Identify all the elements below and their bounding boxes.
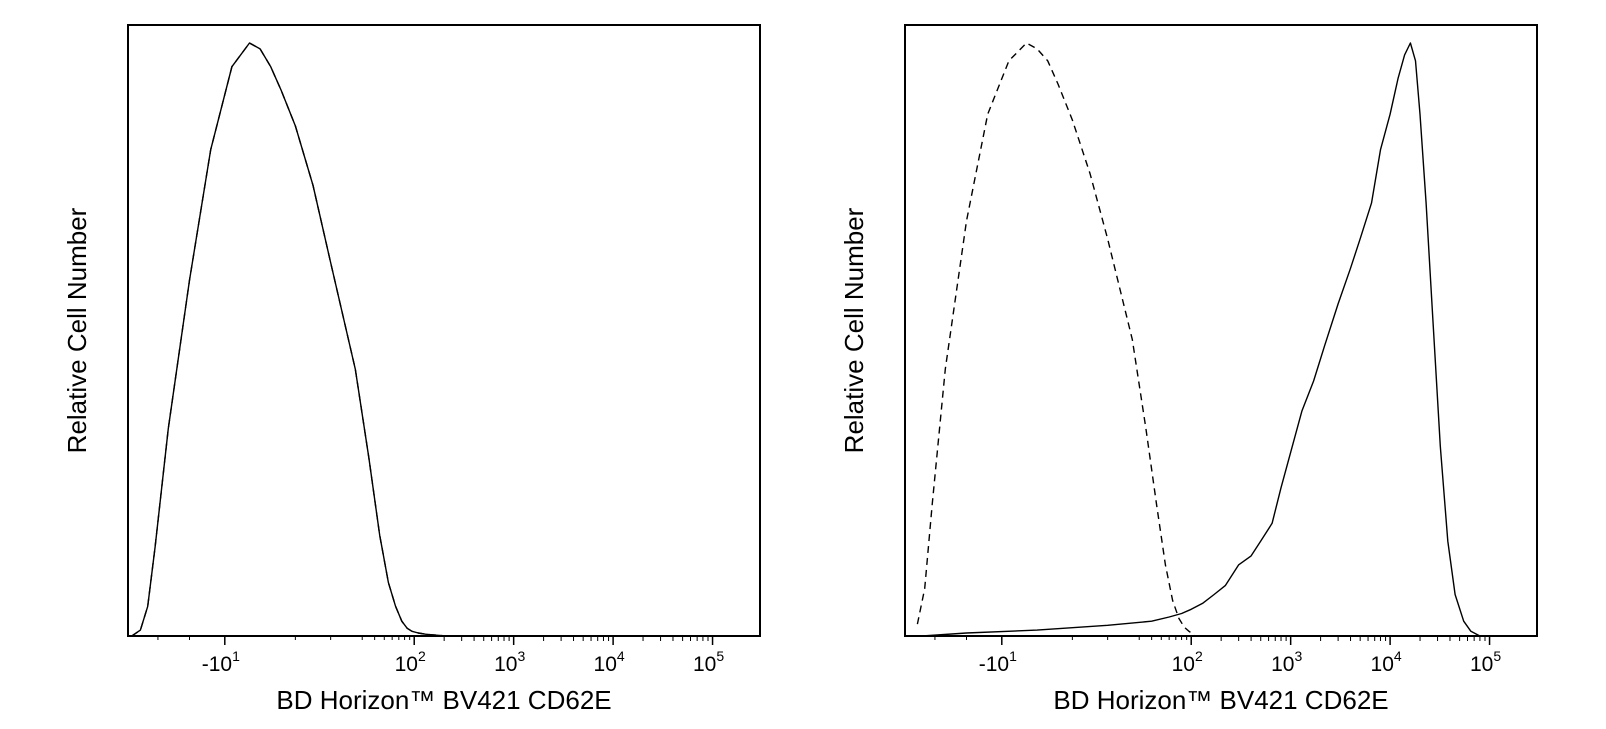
- x-tick-exponent: 1: [1009, 648, 1017, 664]
- x-tick-base: -10: [202, 653, 232, 676]
- x-tick-label: 103: [1271, 648, 1302, 676]
- x-tick-base: 10: [1271, 653, 1294, 676]
- stained-histogram: [922, 42, 1481, 637]
- isotype-control-histogram: [916, 42, 1196, 637]
- x-tick-label: 105: [693, 648, 724, 676]
- x-tick-base: 10: [594, 653, 617, 676]
- x-tick-label: 102: [395, 648, 426, 676]
- x-tick-exponent: 3: [1294, 648, 1302, 664]
- histogram-panel-right: Relative Cell Number BD Horizon™ BV421 CD…: [839, 24, 1538, 715]
- x-tick-label: 104: [594, 648, 625, 676]
- x-tick-exponent: 1: [232, 648, 240, 664]
- x-tick-exponent: 2: [418, 648, 426, 664]
- x-tick-exponent: 2: [1195, 648, 1203, 664]
- x-tick-label: 104: [1371, 648, 1402, 676]
- x-tick-base: 10: [1470, 653, 1493, 676]
- x-tick-label: -101: [979, 648, 1017, 676]
- plot-frame: [904, 24, 1538, 637]
- x-tick-label: 103: [494, 648, 525, 676]
- x-tick-base: 10: [1371, 653, 1394, 676]
- x-tick-label: -101: [202, 648, 240, 676]
- x-axis-label: BD Horizon™ BV421 CD62E: [276, 685, 611, 715]
- x-tick-base: 10: [1172, 653, 1195, 676]
- x-tick-exponent: 5: [716, 648, 724, 664]
- x-tick-base: 10: [494, 653, 517, 676]
- plot-frame: [127, 24, 761, 637]
- x-tick-base: 10: [693, 653, 716, 676]
- histogram-panel-left: Relative Cell Number BD Horizon™ BV421 CD…: [62, 24, 761, 715]
- stained-histogram: [131, 42, 447, 637]
- x-tick-exponent: 5: [1493, 648, 1501, 664]
- y-axis-label: Relative Cell Number: [839, 207, 869, 453]
- x-axis-label: BD Horizon™ BV421 CD62E: [1053, 685, 1388, 715]
- x-tick-exponent: 3: [517, 648, 525, 664]
- x-tick-exponent: 4: [617, 648, 625, 664]
- x-tick-exponent: 4: [1394, 648, 1402, 664]
- x-tick-base: 10: [395, 653, 418, 676]
- x-tick-label: 105: [1470, 648, 1501, 676]
- isotype-control-histogram: [131, 42, 447, 637]
- x-tick-label: 102: [1172, 648, 1203, 676]
- y-axis-label: Relative Cell Number: [62, 207, 92, 453]
- x-tick-base: -10: [979, 653, 1009, 676]
